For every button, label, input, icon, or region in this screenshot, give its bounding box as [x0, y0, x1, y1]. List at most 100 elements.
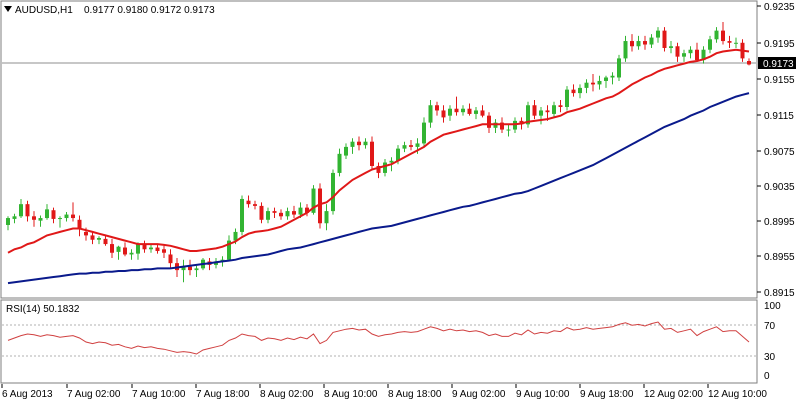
- candle: [162, 245, 166, 258]
- rsi-tick: 30: [764, 352, 776, 363]
- candle: [584, 79, 589, 94]
- candle: [643, 35, 647, 50]
- candle: [116, 245, 121, 260]
- price-tick: 0.8995: [764, 217, 795, 228]
- candle: [448, 105, 452, 121]
- time-axis: 6 Aug 2013 7 Aug 02:00 7 Aug 10:00 7 Aug…: [1, 384, 767, 400]
- candle: [246, 195, 251, 208]
- price-tick: 0.8955: [764, 252, 795, 263]
- candle: [467, 103, 472, 116]
- candle: [90, 231, 95, 245]
- time-label: 7 Aug 18:00: [196, 389, 250, 400]
- candle: [292, 205, 296, 219]
- candle: [181, 259, 186, 283]
- time-label: 8 Aug 18:00: [388, 389, 442, 400]
- candle: [617, 54, 621, 81]
- time-label: 9 Aug 10:00: [516, 389, 570, 400]
- candle: [682, 49, 686, 62]
- candle: [669, 41, 673, 54]
- candle: [32, 211, 36, 227]
- candle: [597, 75, 602, 90]
- candle: [58, 216, 62, 228]
- candle: [435, 101, 439, 116]
- candle: [428, 100, 433, 128]
- current-price-label: 0.9173: [763, 59, 794, 70]
- price-tick: 0.9155: [764, 75, 795, 86]
- moving-averages-layer: [7, 48, 750, 285]
- rsi-pane[interactable]: [0, 299, 758, 384]
- candle: [311, 185, 316, 215]
- candle: [227, 235, 231, 262]
- current-price-badge: [758, 57, 796, 69]
- time-label: 9 Aug 02:00: [452, 389, 506, 400]
- candle: [6, 216, 10, 231]
- candle: [571, 84, 576, 97]
- candle: [45, 204, 49, 220]
- price-axis: 0.9235 0.9195 0.9155 0.9115 0.9075 0.903…: [757, 2, 795, 299]
- time-label: 7 Aug 02:00: [67, 389, 121, 400]
- time-label: 7 Aug 10:00: [132, 389, 186, 400]
- candle: [110, 238, 114, 258]
- price-tick: 0.9195: [764, 39, 795, 50]
- slow-ma-line: [7, 92, 750, 285]
- rsi-tick: 0: [764, 371, 770, 382]
- rsi-title: RSI(14) 50.1832: [6, 304, 80, 315]
- candle: [578, 84, 582, 99]
- candle: [422, 117, 426, 147]
- candle: [526, 101, 530, 128]
- candle: [565, 86, 569, 111]
- candle: [194, 265, 199, 278]
- candle: [610, 72, 615, 85]
- candle: [77, 215, 82, 237]
- price-tick: 0.8915: [764, 288, 795, 299]
- candle: [649, 34, 654, 48]
- price-tick: 0.9115: [764, 111, 794, 122]
- candle: [51, 207, 56, 224]
- candle: [363, 138, 368, 149]
- candle: [376, 162, 381, 179]
- symbol-label: AUDUSD,H1: [15, 5, 73, 16]
- candle: [64, 211, 69, 222]
- candle: [487, 112, 491, 134]
- candle: [25, 200, 30, 222]
- rsi-tick: 70: [764, 321, 776, 332]
- candle: [695, 42, 699, 62]
- candle: [409, 139, 413, 151]
- candle: [357, 136, 361, 151]
- time-label: 8 Aug 10:00: [324, 389, 378, 400]
- candle: [708, 35, 712, 54]
- candle: [155, 244, 160, 254]
- candle: [129, 249, 134, 260]
- candle: [71, 202, 75, 222]
- candle: [506, 124, 511, 137]
- ohlc-label: 0.9177 0.9180 0.9172 0.9173: [84, 5, 215, 16]
- candle: [318, 183, 322, 229]
- candle: [532, 100, 537, 120]
- triangle-down-icon[interactable]: [4, 6, 12, 12]
- candle: [337, 148, 342, 177]
- candle: [441, 105, 446, 123]
- candle: [604, 75, 608, 88]
- candle: [701, 46, 706, 64]
- candle: [253, 200, 257, 210]
- candle: [19, 198, 23, 219]
- candle: [136, 242, 140, 260]
- time-label: 6 Aug 2013: [2, 389, 53, 400]
- candle: [539, 106, 543, 125]
- time-label: 9 Aug 18:00: [580, 389, 634, 400]
- fast-ma-line: [7, 48, 750, 254]
- candle: [461, 105, 465, 116]
- rsi-layer: [7, 321, 750, 355]
- price-pane[interactable]: [0, 0, 758, 299]
- candle: [123, 242, 127, 257]
- candle: [350, 138, 355, 154]
- candle: [142, 240, 147, 253]
- candle: [305, 204, 309, 217]
- candle: [188, 259, 192, 276]
- candle: [383, 159, 387, 177]
- time-label: 8 Aug 02:00: [260, 389, 314, 400]
- candle: [168, 249, 173, 269]
- candle: [272, 207, 277, 219]
- candle: [630, 34, 634, 52]
